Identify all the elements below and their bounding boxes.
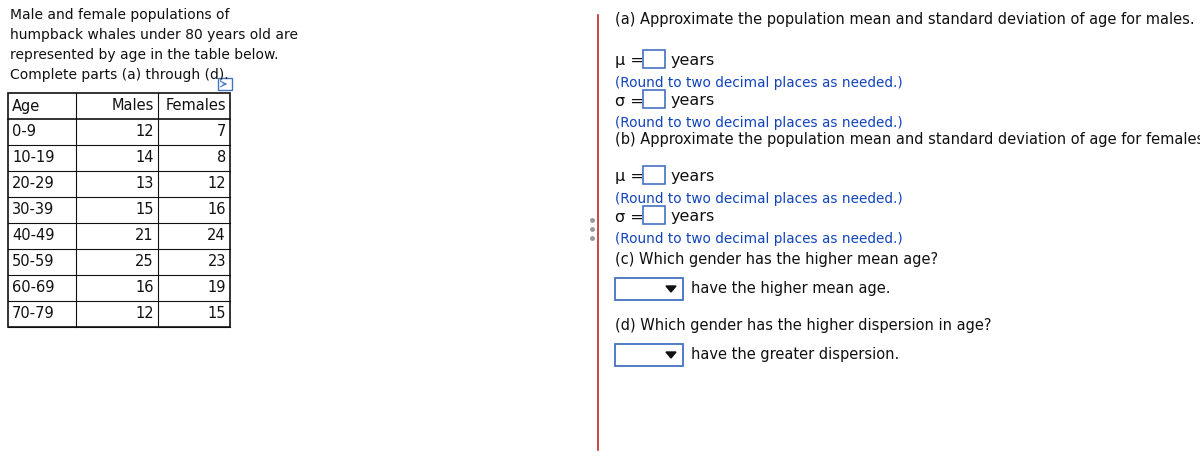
Text: (b) Approximate the population mean and standard deviation of age for females.: (b) Approximate the population mean and … [616, 132, 1200, 147]
Text: 14: 14 [136, 150, 154, 165]
Text: years: years [671, 209, 715, 225]
Text: 10-19: 10-19 [12, 150, 54, 165]
Text: have the higher mean age.: have the higher mean age. [691, 282, 890, 296]
Text: 16: 16 [136, 280, 154, 296]
Bar [616, 278, 683, 300]
Bar [643, 166, 665, 184]
Text: 30-39: 30-39 [12, 202, 54, 218]
Text: have the greater dispersion.: have the greater dispersion. [691, 348, 899, 362]
Text: Males: Males [112, 99, 154, 113]
Text: 15: 15 [136, 202, 154, 218]
Text: (a) Approximate the population mean and standard deviation of age for males.: (a) Approximate the population mean and … [616, 12, 1195, 27]
Text: 12: 12 [136, 124, 154, 140]
Text: 7: 7 [217, 124, 226, 140]
Text: 23: 23 [208, 254, 226, 270]
Text: 0-9: 0-9 [12, 124, 36, 140]
Text: (d) Which gender has the higher dispersion in age?: (d) Which gender has the higher dispersi… [616, 318, 991, 333]
Text: 24: 24 [208, 229, 226, 243]
Text: 12: 12 [136, 307, 154, 321]
Text: Male and female populations of
humpback whales under 80 years old are
represente: Male and female populations of humpback … [10, 8, 298, 82]
Text: (Round to two decimal places as needed.): (Round to two decimal places as needed.) [616, 116, 902, 130]
Text: Females: Females [166, 99, 226, 113]
Text: years: years [671, 53, 715, 69]
Text: 19: 19 [208, 280, 226, 296]
Text: 20-29: 20-29 [12, 177, 55, 191]
Bar [643, 206, 665, 224]
Text: Age: Age [12, 99, 41, 113]
Text: 25: 25 [136, 254, 154, 270]
Text: 16: 16 [208, 202, 226, 218]
Bar [643, 90, 665, 108]
Text: 60-69: 60-69 [12, 280, 54, 296]
Text: (Round to two decimal places as needed.): (Round to two decimal places as needed.) [616, 192, 902, 206]
Text: 50-59: 50-59 [12, 254, 54, 270]
Polygon shape [666, 352, 676, 358]
Bar [8, 93, 230, 327]
Text: μ =: μ = [616, 170, 644, 184]
Text: μ =: μ = [616, 53, 644, 69]
Text: σ =: σ = [616, 94, 643, 108]
Text: (c) Which gender has the higher mean age?: (c) Which gender has the higher mean age… [616, 252, 938, 267]
Bar [643, 50, 665, 68]
Text: 12: 12 [208, 177, 226, 191]
Text: 15: 15 [208, 307, 226, 321]
Text: years: years [671, 94, 715, 108]
Text: σ =: σ = [616, 209, 643, 225]
Bar [616, 344, 683, 366]
Text: (Round to two decimal places as needed.): (Round to two decimal places as needed.) [616, 76, 902, 90]
Text: years: years [671, 170, 715, 184]
Text: 13: 13 [136, 177, 154, 191]
Bar [218, 78, 232, 90]
Text: 8: 8 [217, 150, 226, 165]
Text: 40-49: 40-49 [12, 229, 54, 243]
Text: (Round to two decimal places as needed.): (Round to two decimal places as needed.) [616, 232, 902, 246]
Polygon shape [666, 286, 676, 292]
Text: 21: 21 [136, 229, 154, 243]
Text: 70-79: 70-79 [12, 307, 55, 321]
